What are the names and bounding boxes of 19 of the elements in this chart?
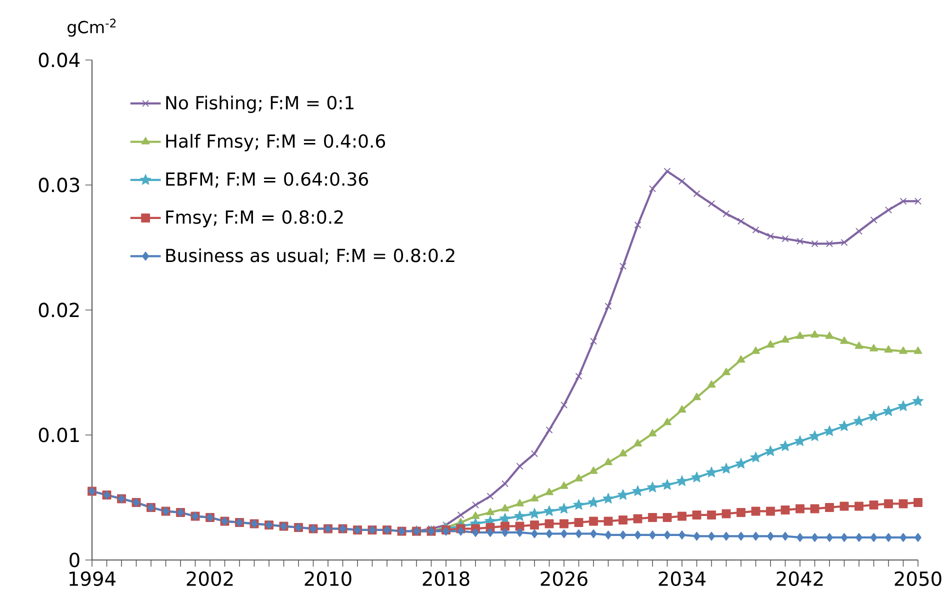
x-tick-label: 2026 <box>540 571 588 586</box>
legend-label: EBFM; F:M = 0.64:0.36 <box>166 172 368 188</box>
x-tick-label: 2042 <box>776 571 823 586</box>
x-tick-label: 2034 <box>658 571 706 586</box>
legend-label: Half Fmsy; F:M = 0.4:0.6 <box>166 134 386 152</box>
legend-label: Business as usual; F:M = 0.8:0.2 <box>166 248 454 264</box>
y-tick-label: 0 <box>70 552 80 568</box>
x-tick-label: 2050 <box>894 571 942 586</box>
y-tick-label: 0.03 <box>38 178 80 192</box>
legend-label: No Fishing; F:M = 0:1 <box>166 96 354 114</box>
x-tick-label: 1994 <box>70 571 116 586</box>
x-tick-label: 2018 <box>422 571 470 586</box>
y-tick-label: 0.02 <box>38 302 79 318</box>
x-tick-label: 2010 <box>304 571 352 586</box>
y-tick-label: 0.01 <box>38 428 79 442</box>
legend-label: Fmsy; F:M = 0.8:0.2 <box>166 210 343 228</box>
y-tick-label: 0.04 <box>38 52 80 68</box>
x-tick-label: 2002 <box>186 571 233 586</box>
y-axis-title: gCm$^{-2}$ <box>68 18 116 37</box>
